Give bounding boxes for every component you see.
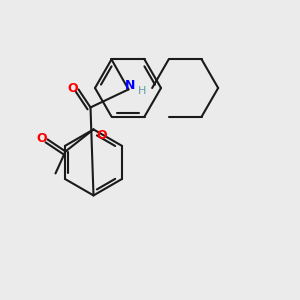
Text: N: N xyxy=(125,79,136,92)
Text: O: O xyxy=(36,132,47,145)
Text: O: O xyxy=(96,129,107,142)
Text: O: O xyxy=(67,82,78,95)
Text: H: H xyxy=(138,86,147,96)
